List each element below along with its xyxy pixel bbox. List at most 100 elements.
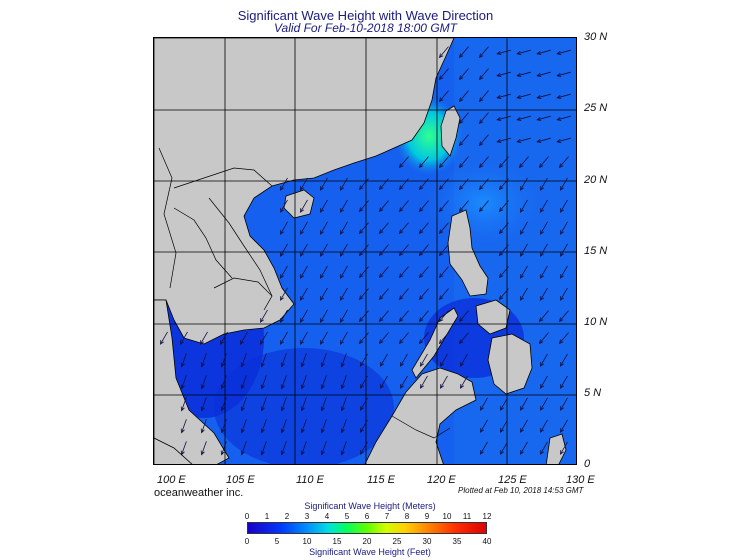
wave-arrow-head [240, 428, 245, 434]
wave-arrow-head [418, 229, 424, 235]
myanmar-thailand-border [158, 147, 177, 289]
wave-arrow-head [496, 94, 502, 99]
wave-arrow [459, 112, 469, 124]
wave-arrow-head [300, 406, 305, 412]
wave-arrow-head [340, 296, 345, 301]
wave-arrow [281, 441, 287, 455]
wave-arrow [301, 375, 307, 389]
wave-arrow-head [220, 428, 225, 434]
meter-tick: 12 [482, 512, 492, 521]
wave-arrow-head [180, 406, 185, 412]
feet-tick: 30 [422, 537, 432, 546]
meter-tick: 1 [264, 512, 270, 521]
wave-arrow-head [498, 295, 504, 301]
wave-arrow-head [180, 428, 185, 434]
wave-arrow [517, 137, 531, 143]
wave-arrow-head [520, 186, 525, 191]
wave-arrow-head [400, 384, 405, 389]
wave-arrow [560, 441, 568, 455]
valid-time-subtitle: Valid For Feb-10-2018 18:00 GMT [274, 21, 457, 35]
wave-arrow-head [220, 450, 225, 456]
wave-arrow-head [280, 186, 285, 191]
wave-arrow [517, 71, 531, 77]
borneo-border [391, 415, 451, 439]
wave-arrow [379, 266, 389, 278]
wave-arrow [540, 177, 548, 191]
wave-arrow [320, 331, 328, 345]
wave-arrow [520, 287, 528, 301]
wave-arrow-head [320, 274, 325, 279]
lat-label-0: 0 [584, 458, 591, 470]
wave-arrow [540, 287, 548, 301]
wave-arrow-head [480, 406, 485, 411]
wave-arrow-head [340, 230, 345, 235]
lat-label-20n: 20 N [584, 174, 608, 186]
wave-arrow [180, 331, 188, 345]
wave-arrow [497, 115, 511, 121]
wave-arrow [341, 441, 347, 455]
wave-arrow [497, 49, 511, 55]
wave-arrow [479, 68, 489, 80]
wave-arrow-head [538, 339, 544, 345]
wave-arrow [300, 243, 308, 257]
wave-arrow [560, 199, 568, 213]
wave-arrow-head [558, 317, 564, 323]
wave-arrow-head [380, 384, 385, 389]
wave-arrow-head [558, 339, 564, 345]
wave-arrow [280, 221, 288, 235]
wave-arrow-head [200, 406, 205, 412]
wave-arrow-head [560, 384, 565, 389]
wave-arrow-head [458, 185, 464, 191]
wave-arrow-head [340, 318, 345, 323]
wave-arrow-head [418, 339, 424, 345]
wave-arrow-head [558, 163, 564, 169]
laos-vietnam-border [208, 197, 273, 297]
wave-arrow [500, 397, 508, 411]
wave-arrow-head [280, 450, 285, 456]
wave-arrow-head [360, 384, 365, 389]
wave-arrow [479, 134, 489, 146]
wave-arrow [340, 177, 348, 191]
wave-arrow [399, 310, 409, 322]
wave-arrow-head [300, 186, 305, 191]
wave-arrow-head [260, 384, 265, 390]
wave-arrow-head [458, 141, 464, 147]
wave-arrow-head [260, 340, 265, 345]
wave-arrow-head [538, 317, 544, 323]
wave-arrow-head [560, 208, 565, 213]
wave-arrow [520, 199, 528, 213]
wave-arrow [419, 310, 429, 322]
wave-arrow-head [520, 296, 525, 301]
wave-arrow [359, 310, 369, 322]
wave-arrow-head [378, 317, 384, 323]
wave-arrow [261, 397, 267, 411]
wave-arrow [420, 353, 428, 367]
lat-label-30n: 30 N [584, 31, 608, 43]
wave-arrow-head [358, 251, 364, 257]
wave-arrow [537, 71, 551, 77]
wave-arrow-head [556, 116, 562, 121]
wave-arrow [499, 244, 509, 256]
wave-arrow [420, 375, 428, 389]
wave-arrow [399, 332, 409, 344]
wave-arrow [341, 397, 347, 411]
wave-arrow-head [320, 318, 325, 323]
wave-arrow-head [300, 274, 305, 279]
wave-arrow-head [438, 339, 444, 345]
wave-arrow-head [220, 362, 225, 368]
wave-arrow [280, 331, 288, 345]
wave-arrow-head [200, 362, 205, 368]
wave-arrow [479, 156, 489, 168]
wave-arrow-head [280, 230, 285, 235]
wave-arrow [280, 243, 288, 257]
wave-arrow [479, 112, 489, 124]
wave-arrow [300, 177, 308, 191]
wave-arrow [439, 156, 449, 168]
wave-arrow [520, 397, 528, 411]
wave-arrow [281, 397, 287, 411]
wave-arrow [379, 222, 389, 234]
wave-arrow [221, 375, 227, 389]
wave-arrow [497, 93, 511, 99]
wave-arrow-head [520, 208, 525, 213]
wave-arrow-head [478, 207, 484, 213]
